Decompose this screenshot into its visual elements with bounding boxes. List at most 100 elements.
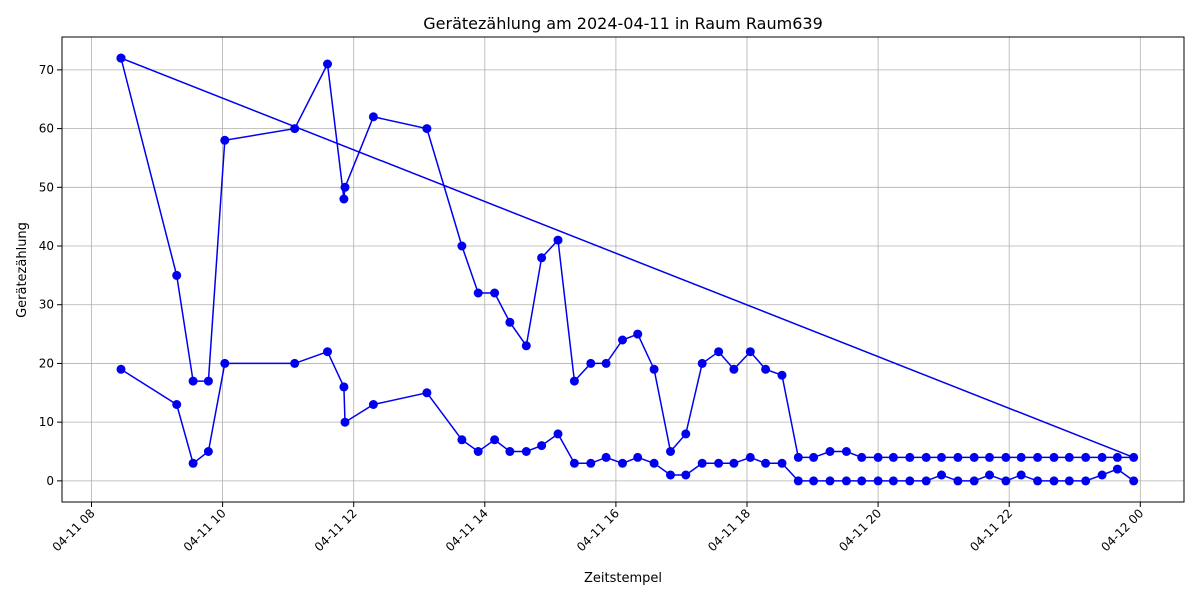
x-axis-ticks: 04-11 08 04-11 10 04-11 12 04-11 14 04-11 16… [50, 502, 1146, 554]
series-1-point [1129, 476, 1139, 486]
series-2-line [120, 57, 1134, 459]
series-1-point [1081, 476, 1091, 486]
y-tick-label: 70 [39, 63, 54, 77]
series-2-point [290, 124, 300, 134]
x-tick-label: 04-11 22 [967, 506, 1015, 554]
series-2-point [729, 364, 739, 374]
series-2-point [172, 270, 182, 280]
series-2-point [323, 59, 332, 69]
series-2-point [714, 347, 724, 357]
series-1-point [953, 476, 963, 486]
series-1-point [825, 476, 835, 486]
series-2-point [633, 329, 643, 339]
series-1-point [697, 458, 707, 468]
series-2-point [473, 288, 483, 298]
series-1-point [714, 458, 724, 468]
series-1-point [422, 388, 432, 398]
series-2-point [1112, 452, 1122, 462]
series-1-point [457, 435, 467, 445]
series-1-point [1112, 464, 1122, 474]
series-1-point [368, 400, 378, 409]
series-1-line [120, 350, 1135, 482]
series-2-point [666, 447, 675, 456]
series-1-point [537, 441, 547, 451]
series-1-point [888, 476, 898, 486]
series-2-point [793, 452, 803, 462]
series-2-point [745, 347, 755, 357]
series-1-point [633, 452, 643, 462]
series-2-point [521, 341, 531, 351]
series-1-point [969, 476, 979, 486]
x-tick-label: 04-11 08 [50, 506, 98, 554]
series-2-point [490, 288, 500, 298]
series-1-point [203, 447, 213, 456]
y-axis-label: Gerätezählung [15, 222, 30, 318]
series-1-point [1033, 476, 1043, 486]
series-2-point [1049, 452, 1059, 462]
series-1-point [729, 458, 739, 468]
series-1-point [761, 458, 771, 468]
series-1-point [681, 470, 691, 480]
series-1-point [601, 452, 611, 462]
x-tick-label: 04-11 18 [705, 506, 753, 554]
series-2-point [340, 182, 350, 192]
series-1-point [809, 476, 819, 486]
series-2-point [809, 452, 819, 462]
series-1-point [220, 358, 230, 368]
y-tick-label: 20 [39, 356, 54, 370]
y-tick-label: 10 [39, 415, 54, 429]
series-1-point [1097, 470, 1107, 480]
x-tick-label: 04-11 20 [836, 506, 884, 554]
series-1-point [188, 458, 198, 468]
series-1-point [116, 364, 126, 374]
x-tick-label: 04-12 00 [1098, 506, 1146, 554]
series-2-point [188, 376, 198, 386]
series-1-point [921, 476, 931, 486]
series-2-point [697, 358, 707, 368]
series-2-point [1064, 452, 1074, 462]
series-1-point [937, 470, 946, 480]
series-2-point [921, 452, 931, 462]
series-1-point [857, 476, 867, 486]
series-1-point [777, 458, 787, 468]
series-1-point [172, 400, 182, 409]
series-2-point [553, 235, 563, 245]
series-2-point [969, 452, 979, 462]
series-2-point [1129, 452, 1139, 462]
series-1-point [649, 458, 659, 468]
series-2-point [649, 364, 659, 374]
series-1-point [339, 382, 349, 392]
series-1-point [873, 476, 883, 486]
series-2-point [857, 452, 867, 462]
series-2-point [937, 452, 946, 462]
series-1-point [1001, 476, 1011, 486]
series-1-point [490, 435, 500, 445]
x-tick-label: 04-11 12 [312, 506, 360, 554]
series-2-point [681, 429, 691, 439]
series-2-point [905, 452, 915, 462]
series-1-point [841, 476, 851, 486]
series-2-point [761, 364, 771, 374]
x-tick-label: 04-11 10 [181, 506, 229, 554]
series-1-point [905, 476, 915, 486]
chart-title: Gerätezählung am 2024-04-11 in Raum Raum… [423, 14, 823, 33]
series-2-point [569, 376, 579, 386]
series-2-point [586, 358, 596, 368]
series-1-point [569, 458, 579, 468]
plot-frame [61, 36, 1185, 503]
series-2-point [618, 335, 627, 345]
series-1-point [1064, 476, 1074, 486]
series-1-point [290, 358, 300, 368]
series-2-point [116, 53, 126, 63]
y-tick-label: 50 [39, 180, 54, 194]
x-axis-label: Zeitstempel [584, 571, 662, 586]
series-1-point [1016, 470, 1026, 480]
series-1-point [618, 458, 627, 468]
series-2-point [601, 358, 611, 368]
series-1-point [505, 447, 515, 456]
series-1-point [745, 452, 755, 462]
series-2-point [220, 135, 230, 145]
series-2-point [203, 376, 213, 386]
series-2-point [422, 124, 432, 134]
series-2-point [1016, 452, 1026, 462]
